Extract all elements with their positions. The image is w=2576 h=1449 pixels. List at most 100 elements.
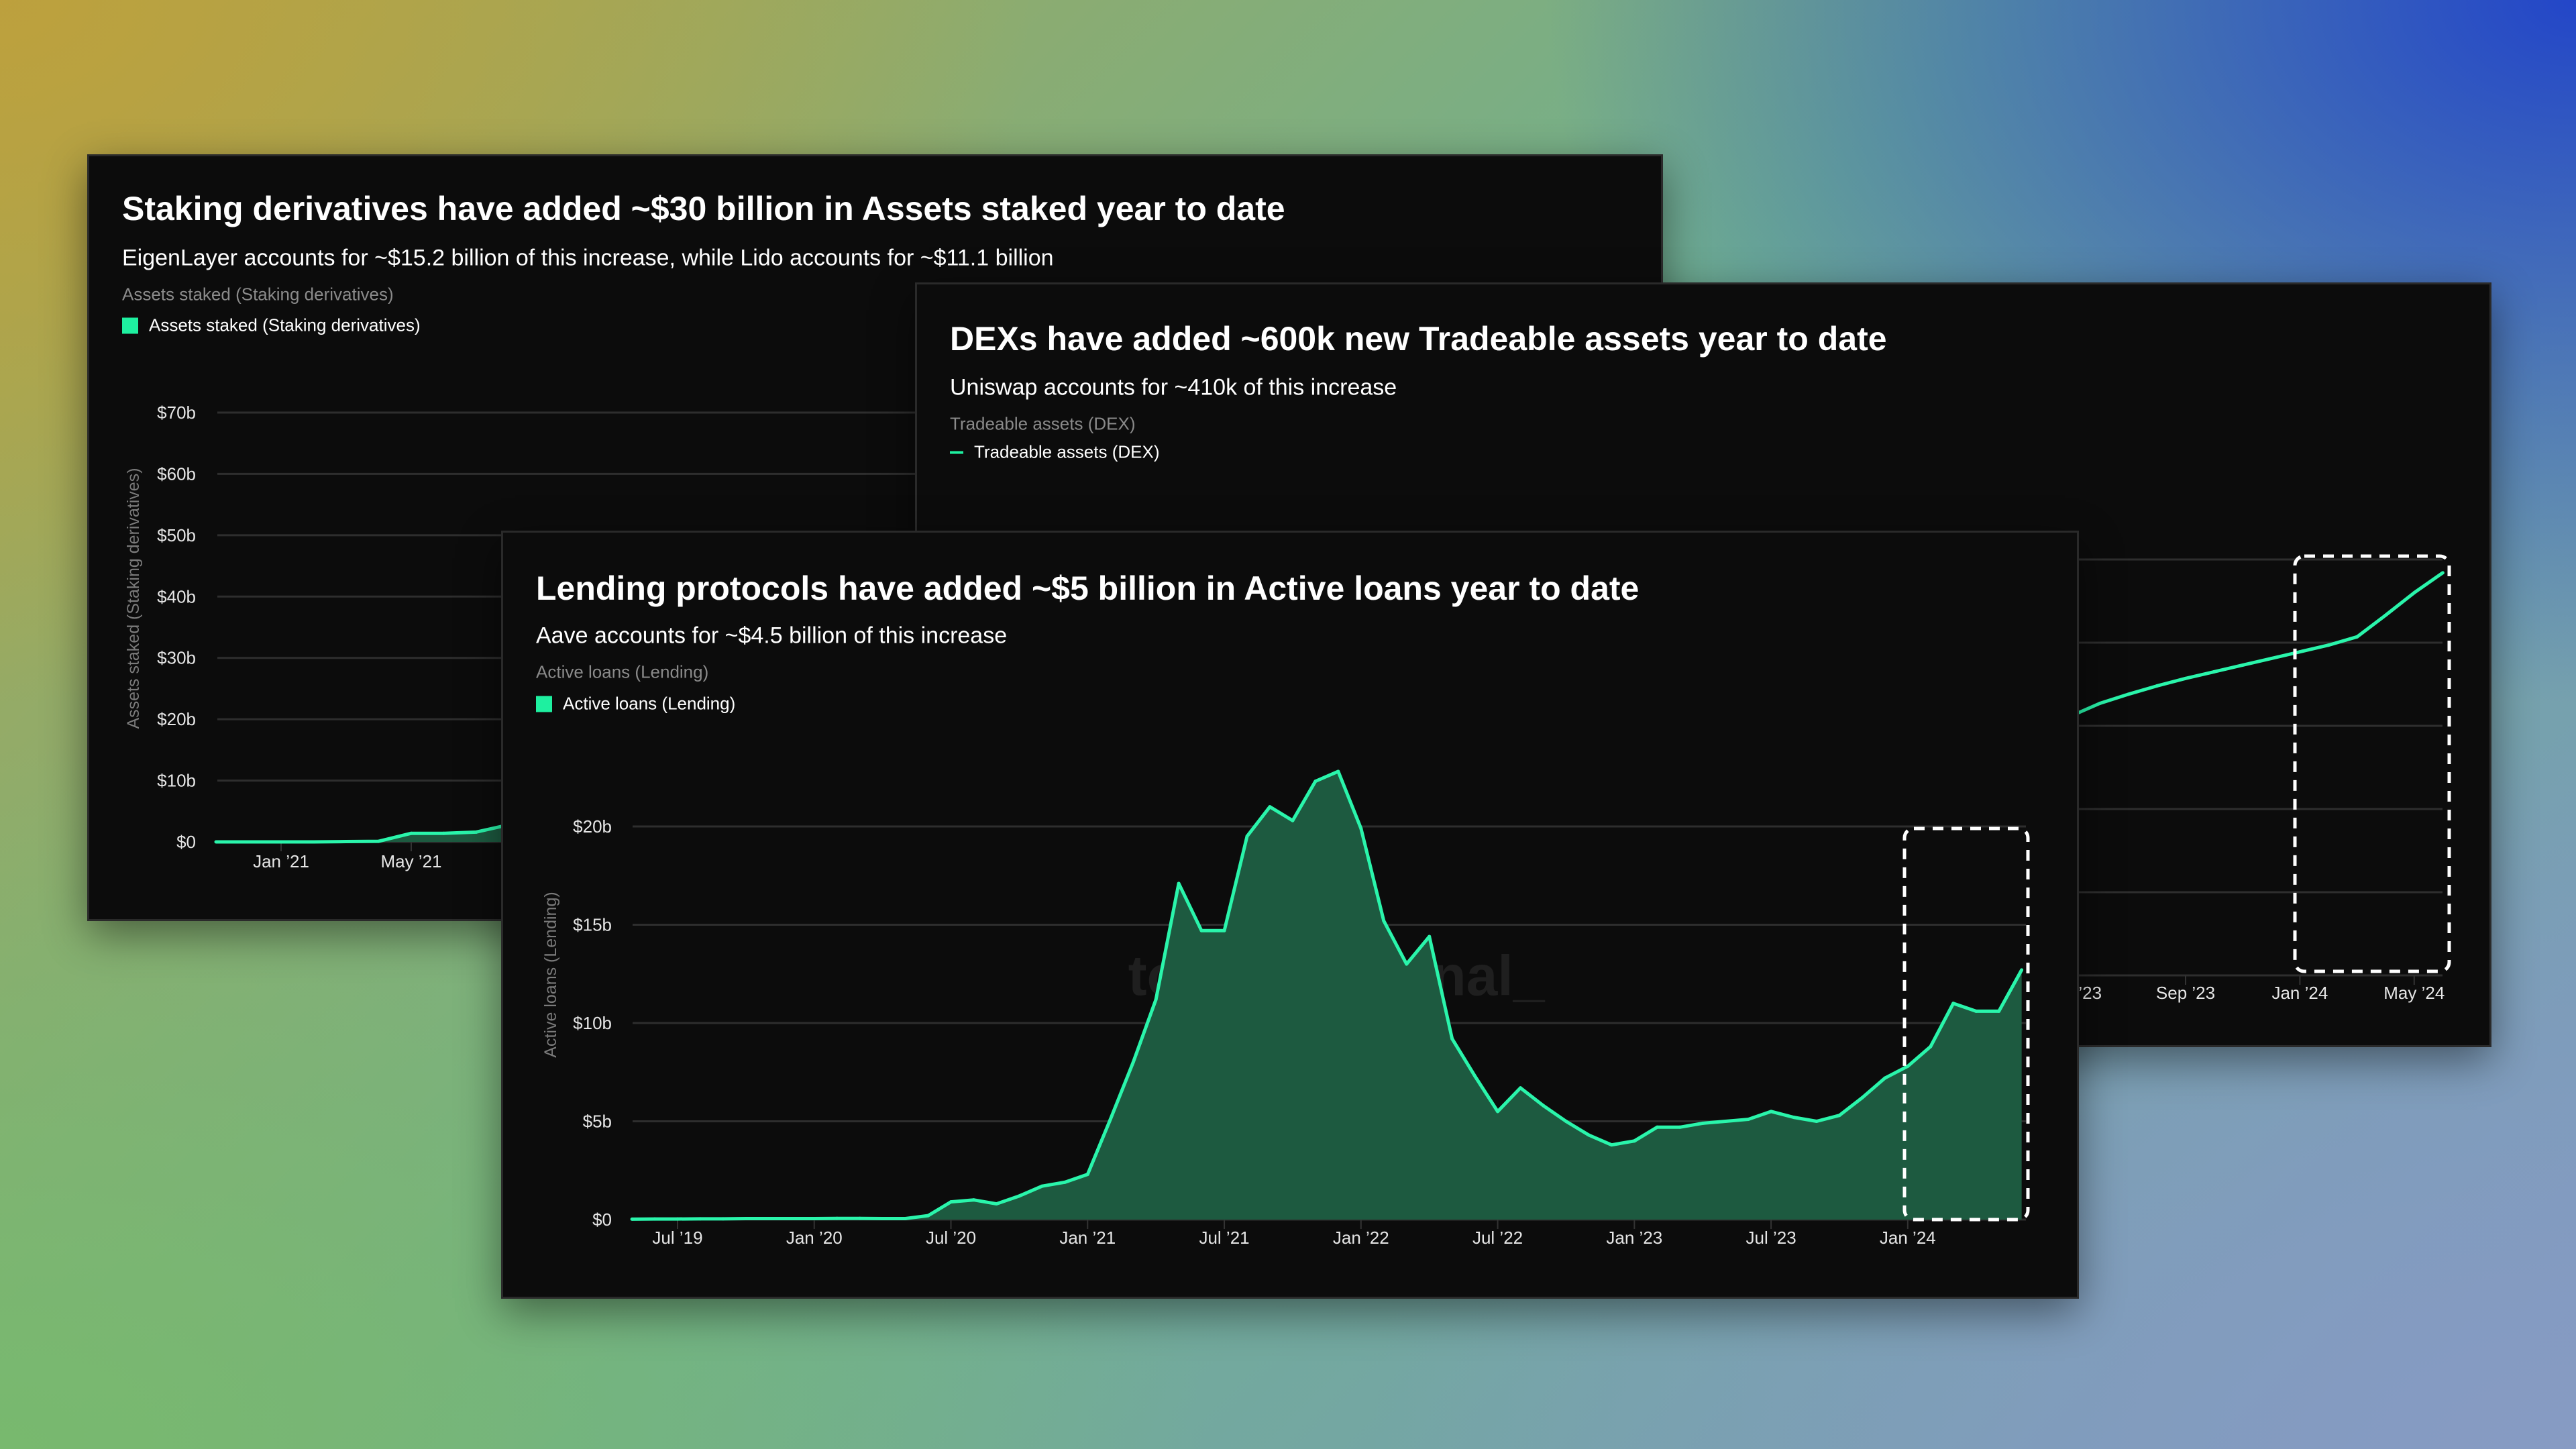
data-point xyxy=(1815,1120,1819,1123)
data-point xyxy=(2155,684,2159,688)
y-tick-label: $70b xyxy=(157,402,196,423)
x-tick-label: Jan ’24 xyxy=(1880,1228,1936,1248)
data-point xyxy=(2020,968,2024,972)
series-line xyxy=(216,822,510,844)
x-tick-label: Jul ’22 xyxy=(1472,1228,1523,1248)
data-point xyxy=(2298,650,2302,654)
legend-item[interactable]: Assets staked (Staking derivatives) xyxy=(122,315,421,336)
data-point xyxy=(653,1217,657,1221)
data-point xyxy=(904,1217,908,1221)
legend-label: Tradeable assets (DEX) xyxy=(974,441,1160,462)
x-tick-label: Jan ’21 xyxy=(1059,1228,1116,1248)
y-tick-label: $5b xyxy=(583,1112,612,1132)
data-point xyxy=(247,840,250,844)
y-tick-label: $60b xyxy=(157,464,196,484)
data-point xyxy=(1837,1114,1841,1118)
legend-item[interactable]: Tradeable assets (DEX) xyxy=(950,442,1159,463)
metric-label: Tradeable assets (DEX) xyxy=(950,413,1136,434)
series-line xyxy=(632,769,2023,1221)
data-point xyxy=(1473,1074,1477,1078)
data-point xyxy=(2098,702,2102,706)
series-area xyxy=(216,824,509,842)
chart-subtitle: EigenLayer accounts for ~$15.2 billion o… xyxy=(122,245,1054,271)
x-tick-label: Jul ’19 xyxy=(652,1228,702,1248)
highlight-box xyxy=(1902,826,2030,1222)
x-tick-label: Jan ’21 xyxy=(253,851,309,871)
metric-label: Assets staked (Staking derivatives) xyxy=(122,284,394,305)
data-point xyxy=(1017,1194,1021,1198)
data-point xyxy=(2212,669,2216,674)
data-point xyxy=(1701,1121,1705,1125)
chart-title: DEXs have added ~600k new Tradeable asse… xyxy=(950,320,1887,358)
data-point xyxy=(1746,1118,1750,1122)
data-point xyxy=(2127,692,2131,696)
data-point xyxy=(1883,1076,1887,1080)
data-point xyxy=(1313,780,1318,784)
data-point xyxy=(676,1217,680,1221)
data-point xyxy=(1541,1104,1545,1108)
y-tick-label: $30b xyxy=(157,648,196,668)
legend-label: Assets staked (Staking derivatives) xyxy=(149,315,421,335)
data-point xyxy=(744,1217,748,1221)
x-tick-label: Jul ’20 xyxy=(926,1228,976,1248)
series-line xyxy=(2070,571,2444,718)
data-point xyxy=(1792,1116,1796,1120)
data-point xyxy=(630,1217,634,1221)
data-point xyxy=(1177,881,1181,885)
data-point xyxy=(1040,1184,1044,1188)
data-point xyxy=(790,1217,794,1221)
data-point xyxy=(835,1216,839,1220)
data-point xyxy=(214,840,218,844)
lending-chart-card: Lending protocols have added ~$5 billion… xyxy=(501,531,2079,1299)
data-point xyxy=(2383,613,2387,617)
data-point xyxy=(971,1198,975,1202)
legend-swatch xyxy=(536,696,552,712)
y-tick-label: $0 xyxy=(592,1210,612,1230)
data-point xyxy=(1268,805,1272,809)
data-point xyxy=(1131,1061,1135,1065)
legend-label: Active loans (Lending) xyxy=(563,693,736,714)
data-point xyxy=(721,1217,725,1221)
x-tick-label: Jan ’22 xyxy=(1333,1228,1389,1248)
data-point xyxy=(344,840,348,844)
data-point xyxy=(767,1217,771,1221)
data-point xyxy=(474,830,478,834)
data-point xyxy=(1906,1064,1910,1068)
data-point xyxy=(279,840,283,844)
legend-swatch xyxy=(122,317,138,333)
data-point xyxy=(1405,962,1409,966)
data-point xyxy=(1564,1120,1568,1123)
data-point xyxy=(1154,998,1158,1002)
data-point xyxy=(312,840,315,844)
y-tick-label: $10b xyxy=(573,1013,612,1033)
x-tick-label: Jan ’23 xyxy=(1606,1228,1662,1248)
data-point xyxy=(2440,571,2445,575)
data-point xyxy=(1769,1110,1773,1114)
y-tick-label: $50b xyxy=(157,525,196,545)
y-tick-label: $0 xyxy=(176,832,196,852)
data-point xyxy=(1359,826,1363,830)
data-point xyxy=(1336,769,1340,773)
legend-item[interactable]: Active loans (Lending) xyxy=(536,694,735,714)
data-point xyxy=(2412,591,2416,595)
data-point xyxy=(881,1217,885,1221)
data-point xyxy=(1929,1044,1933,1049)
chart-subtitle: Uniswap accounts for ~410k of this incre… xyxy=(950,374,1397,400)
data-point xyxy=(698,1217,702,1221)
data-point xyxy=(2241,663,2245,667)
data-point xyxy=(1974,1009,1978,1013)
data-point xyxy=(2326,643,2330,647)
data-point xyxy=(858,1216,862,1220)
data-point xyxy=(1655,1125,1659,1129)
data-point xyxy=(1108,1118,1112,1122)
data-point xyxy=(1245,835,1249,839)
data-point xyxy=(994,1202,998,1206)
data-point xyxy=(1222,928,1226,932)
data-point xyxy=(1085,1173,1089,1177)
chart-subtitle: Aave accounts for ~$4.5 billion of this … xyxy=(536,623,1008,649)
y-tick-label: $20b xyxy=(573,816,612,837)
data-point xyxy=(1291,818,1295,822)
metric-label: Active loans (Lending) xyxy=(536,661,709,682)
x-tick-label: May ’21 xyxy=(380,851,441,871)
data-point xyxy=(1382,919,1386,923)
